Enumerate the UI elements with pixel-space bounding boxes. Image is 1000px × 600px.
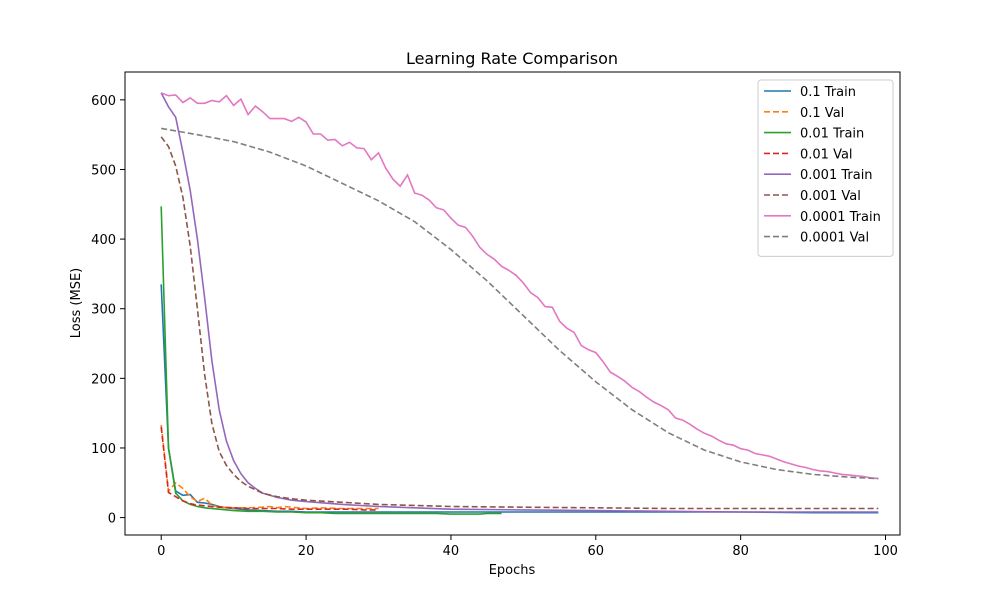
y-tick-label: 100	[91, 442, 116, 457]
legend-label: 0.1 Val	[800, 106, 844, 121]
plot-frame	[124, 71, 901, 536]
legend-label: 0.01 Val	[800, 147, 853, 162]
x-tick-label: 60	[588, 544, 605, 559]
chart-title: Learning Rate Comparison	[406, 49, 618, 68]
legend-item: 0.0001 Val	[764, 231, 869, 246]
y-tick-label: 600	[91, 94, 116, 109]
series-line-5	[160, 136, 879, 510]
y-axis-label: Loss (MSE)	[69, 268, 84, 338]
y-tick-label: 0	[108, 512, 116, 527]
legend-item: 0.01 Val	[764, 147, 853, 162]
x-tick-label: 40	[443, 544, 460, 559]
x-axis-label: Epochs	[489, 563, 536, 578]
legend-item: 0.1 Val	[764, 106, 844, 121]
legend-label: 0.001 Val	[800, 189, 861, 204]
series-line-1	[160, 424, 379, 510]
legend-item: 0.1 Train	[764, 85, 856, 100]
y-tick-label: 200	[91, 372, 116, 387]
series-line-7	[161, 127, 879, 480]
legend-label: 0.0001 Train	[800, 210, 881, 225]
y-tick-label: 400	[91, 233, 116, 248]
legend-item: 0.001 Train	[764, 168, 873, 183]
legend-label: 0.1 Train	[800, 85, 856, 100]
legend-label: 0.001 Train	[800, 168, 873, 183]
series-line-3	[160, 427, 379, 511]
legend-label: 0.01 Train	[800, 127, 864, 142]
legend-item: 0.0001 Train	[764, 210, 881, 225]
legend-item: 0.001 Val	[764, 189, 861, 204]
legend-item: 0.01 Train	[764, 127, 864, 142]
x-tick-label: 100	[873, 544, 898, 559]
y-tick-label: 500	[91, 163, 116, 178]
legend-box	[757, 79, 894, 257]
x-tick-label: 80	[732, 544, 749, 559]
x-tick-label: 20	[298, 544, 315, 559]
series-line-6	[160, 92, 879, 480]
y-tick-label: 300	[91, 303, 116, 318]
legend: 0.1 Train 0.1 Val 0.01 Train 0.01 Val 0.001 …	[757, 79, 894, 257]
series-line-2	[160, 206, 502, 515]
legend-label: 0.0001 Val	[800, 231, 869, 246]
axes-group: 0 20 40 60 80 100 0 100 200 300 400 500 600	[91, 71, 901, 559]
plot-series-group	[160, 92, 879, 515]
series-line-4	[160, 92, 879, 513]
x-tick-label: 0	[157, 544, 165, 559]
